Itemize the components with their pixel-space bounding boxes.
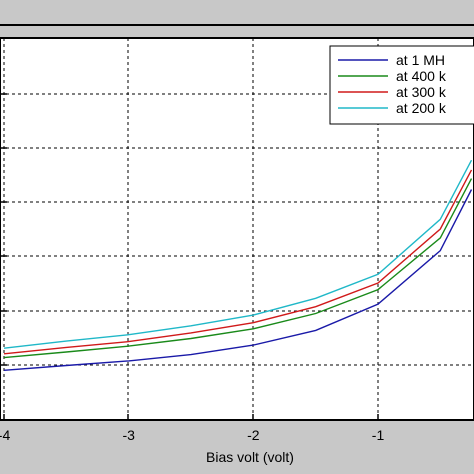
series-line: [3, 159, 473, 349]
series-line: [3, 178, 473, 359]
legend-entry-label: at 400 k: [396, 68, 447, 84]
legend-entry-label: at 1 MH: [396, 52, 445, 68]
x-tick-label: -3: [122, 427, 135, 443]
legend-entry-label: at 200 k: [396, 100, 447, 116]
series-line: [3, 169, 473, 355]
legend-box: [329, 45, 474, 125]
x-tick-label: -1: [372, 427, 385, 443]
legend-entry-label: at 300 k: [396, 84, 447, 100]
grid-lines: [0, 38, 474, 420]
x-tick-label: -4: [0, 427, 10, 443]
x-tick-label: -2: [247, 427, 260, 443]
x-axis-label: Bias volt (volt): [206, 449, 294, 465]
x-tick-labels: -4 -3 -2 -1: [0, 427, 384, 443]
series-lines: [3, 159, 473, 371]
series-line: [3, 189, 473, 371]
plot-frame: [0, 37, 474, 421]
